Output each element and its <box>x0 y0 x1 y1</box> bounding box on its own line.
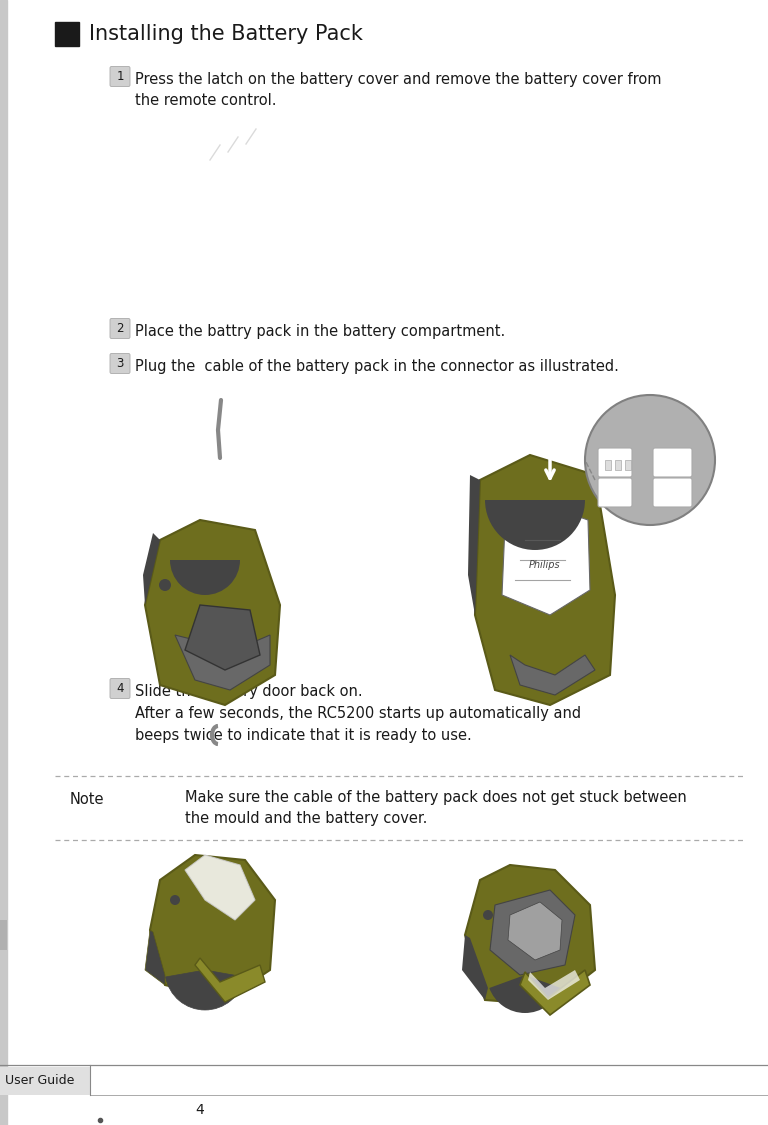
Text: User Guide: User Guide <box>5 1074 74 1088</box>
FancyBboxPatch shape <box>110 678 130 699</box>
FancyBboxPatch shape <box>110 66 130 87</box>
Bar <box>0 920 7 949</box>
Bar <box>0 1066 90 1095</box>
Wedge shape <box>489 975 561 1012</box>
Text: Press the latch on the battery cover and remove the battery cover from
the remot: Press the latch on the battery cover and… <box>135 72 661 108</box>
Text: 1: 1 <box>116 70 124 83</box>
Polygon shape <box>475 455 615 705</box>
FancyBboxPatch shape <box>653 478 692 507</box>
Polygon shape <box>175 634 270 690</box>
Bar <box>55 22 79 46</box>
Text: Philips: Philips <box>529 560 561 570</box>
Circle shape <box>170 896 180 904</box>
FancyBboxPatch shape <box>110 353 130 374</box>
Polygon shape <box>145 520 280 705</box>
FancyBboxPatch shape <box>598 478 632 507</box>
Polygon shape <box>510 655 595 695</box>
FancyBboxPatch shape <box>110 318 130 339</box>
Text: Place the battry pack in the battery compartment.: Place the battry pack in the battery com… <box>135 324 505 339</box>
Text: 3: 3 <box>116 357 124 370</box>
Polygon shape <box>465 865 595 1005</box>
Polygon shape <box>520 970 590 1015</box>
Circle shape <box>585 395 715 525</box>
Polygon shape <box>468 475 480 615</box>
Text: 4: 4 <box>116 682 124 695</box>
Polygon shape <box>528 970 580 1000</box>
Polygon shape <box>150 855 275 1000</box>
Polygon shape <box>508 902 562 960</box>
Polygon shape <box>490 890 575 975</box>
Text: Slide the battery door back on.
After a few seconds, the RC5200 starts up automa: Slide the battery door back on. After a … <box>135 684 581 744</box>
Bar <box>0 0 7 1125</box>
Text: Note: Note <box>70 792 104 807</box>
Polygon shape <box>502 505 590 615</box>
Circle shape <box>159 579 171 591</box>
Text: Plug the  cable of the battery pack in the connector as illustrated.: Plug the cable of the battery pack in th… <box>135 359 619 374</box>
Wedge shape <box>485 500 585 550</box>
Polygon shape <box>462 935 488 1000</box>
Wedge shape <box>166 970 244 1010</box>
Polygon shape <box>185 605 260 670</box>
Bar <box>605 460 611 470</box>
Text: Make sure the cable of the battery pack does not get stuck between
the mould and: Make sure the cable of the battery pack … <box>185 790 687 826</box>
Circle shape <box>483 910 493 920</box>
Wedge shape <box>170 560 240 595</box>
Polygon shape <box>143 533 160 605</box>
Text: 4: 4 <box>196 1102 204 1117</box>
Polygon shape <box>145 930 165 986</box>
Bar <box>625 460 631 470</box>
Text: 2: 2 <box>116 322 124 335</box>
Polygon shape <box>195 958 265 1002</box>
Polygon shape <box>185 855 255 920</box>
Text: Installing the Battery Pack: Installing the Battery Pack <box>89 24 362 44</box>
FancyBboxPatch shape <box>653 448 692 477</box>
FancyBboxPatch shape <box>598 448 632 477</box>
Bar <box>615 460 621 470</box>
